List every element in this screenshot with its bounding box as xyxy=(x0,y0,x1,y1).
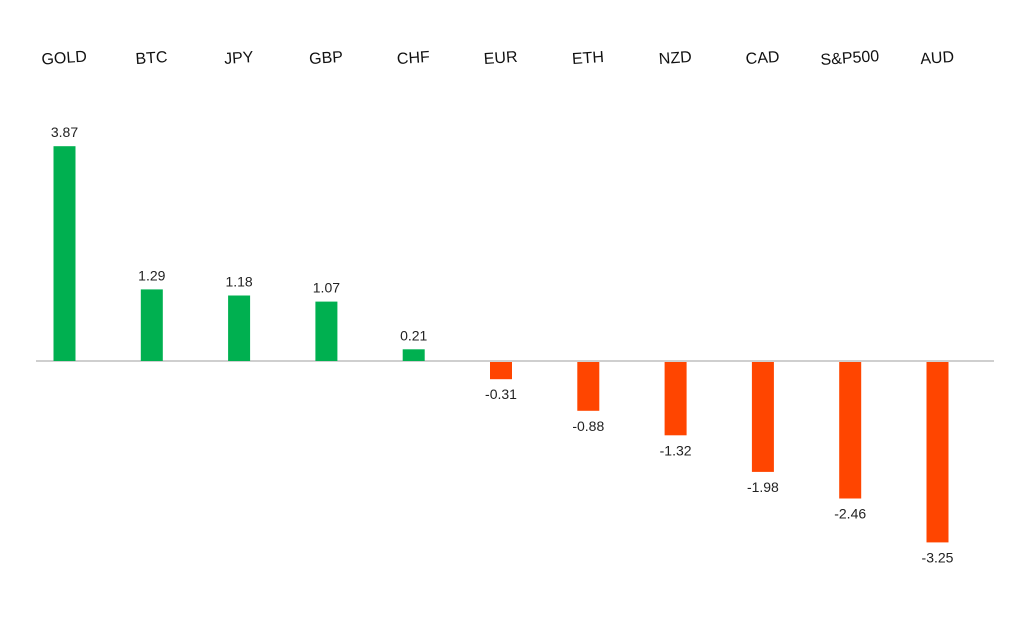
value-label: -0.31 xyxy=(485,386,517,402)
value-label: 1.29 xyxy=(138,267,165,283)
value-label: 0.21 xyxy=(400,327,427,343)
category-label: JPY xyxy=(224,49,255,68)
category-label: EUR xyxy=(483,49,518,68)
value-label: -1.98 xyxy=(747,479,779,495)
value-label: 1.18 xyxy=(225,274,252,290)
value-label: 1.07 xyxy=(313,280,340,296)
bar-jpy xyxy=(228,295,251,361)
bar-eur xyxy=(490,362,512,380)
category-label: ETH xyxy=(571,49,604,68)
bar-eth xyxy=(577,362,600,411)
bar-nzd xyxy=(664,362,687,436)
value-label: -1.32 xyxy=(660,442,692,458)
category-label: NZD xyxy=(658,49,692,68)
category-label: CAD xyxy=(745,49,780,68)
bar-gbp xyxy=(315,301,338,361)
bar-sp500 xyxy=(839,362,862,499)
value-label: -2.46 xyxy=(834,506,866,522)
category-label: BTC xyxy=(135,49,168,68)
value-labels-group: 3.87 1.29 1.18 1.07 0.21 -0.31 -0.88 -1.32 -1.98… xyxy=(51,124,954,565)
category-label: GBP xyxy=(309,49,344,68)
bar-btc xyxy=(140,289,163,361)
bars-group xyxy=(53,146,949,543)
value-label: 3.87 xyxy=(51,124,78,140)
bar-aud xyxy=(926,362,949,543)
bar-chf xyxy=(402,349,425,361)
category-label: CHF xyxy=(396,49,430,68)
value-label: -3.25 xyxy=(922,549,954,565)
category-label: AUD xyxy=(920,49,955,68)
bar-gold xyxy=(53,146,76,361)
bar-cad xyxy=(751,362,774,472)
category-label: S&P500 xyxy=(820,48,880,69)
value-label: -0.88 xyxy=(572,418,604,434)
category-label: GOLD xyxy=(41,48,87,68)
category-labels-group: GOLD BTC JPY GBP CHF EUR ETH NZD CAD S&P500 AUD xyxy=(41,48,955,69)
